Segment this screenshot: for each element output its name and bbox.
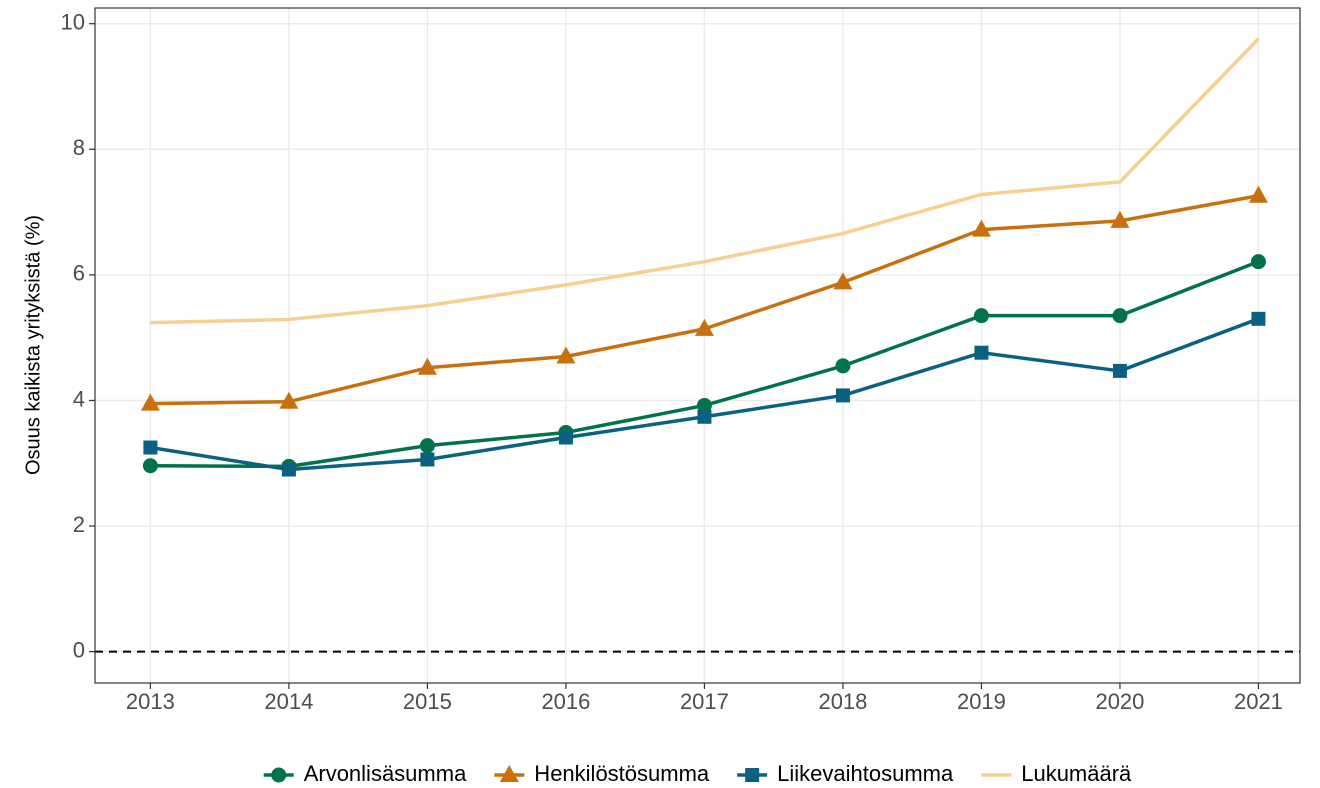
legend-label: Arvonlisäsumma [304, 761, 467, 786]
point [835, 358, 851, 374]
point [1251, 311, 1266, 326]
y-tick-label: 4 [73, 386, 85, 411]
point [417, 357, 437, 375]
y-tick-label: 6 [73, 261, 85, 286]
x-tick-label: 2014 [264, 689, 313, 714]
point [1112, 308, 1128, 324]
point [142, 458, 158, 474]
x-tick-label: 2013 [126, 689, 175, 714]
point [696, 397, 712, 413]
point [1248, 185, 1268, 203]
point [419, 438, 435, 454]
y-tick-label: 10 [61, 10, 85, 35]
point [973, 308, 989, 324]
y-tick-label: 2 [73, 512, 85, 537]
legend: Arvonlisäsumma Henkilöstösumma Liikevaihto… [263, 761, 1132, 786]
point [971, 219, 991, 237]
point [1250, 254, 1266, 270]
y-tick-label: 0 [73, 637, 85, 662]
point [558, 430, 573, 445]
point [697, 409, 712, 424]
x-tick-label: 2018 [818, 689, 867, 714]
point [974, 345, 989, 360]
legend-key-marker [271, 767, 287, 783]
legend-key-marker [745, 768, 760, 782]
point [1110, 210, 1130, 228]
legend-label: Liikevaihtosumma [777, 761, 954, 786]
point [1112, 363, 1127, 378]
point [281, 462, 296, 477]
x-tick-label: 2016 [541, 689, 590, 714]
point [833, 272, 853, 290]
x-tick-label: 2020 [1095, 689, 1144, 714]
y-axis-title: Osuus kaikista yrityksistä (%) [22, 215, 44, 475]
y-tick-label: 8 [73, 135, 85, 160]
point [420, 452, 435, 467]
x-tick-label: 2019 [957, 689, 1006, 714]
point [835, 388, 850, 403]
point [279, 391, 299, 409]
series-line [150, 37, 1260, 325]
x-tick-label: 2021 [1234, 689, 1283, 714]
x-tick-label: 2015 [403, 689, 452, 714]
legend-key-marker [499, 765, 519, 782]
legend-label: Henkilöstösumma [534, 761, 710, 786]
legend-label: Lukumäärä [1021, 761, 1132, 786]
plot-border [94, 7, 1301, 684]
point [556, 346, 576, 364]
x-tick-label: 2017 [680, 689, 729, 714]
point [143, 440, 158, 455]
point [140, 393, 160, 411]
point [694, 318, 714, 336]
